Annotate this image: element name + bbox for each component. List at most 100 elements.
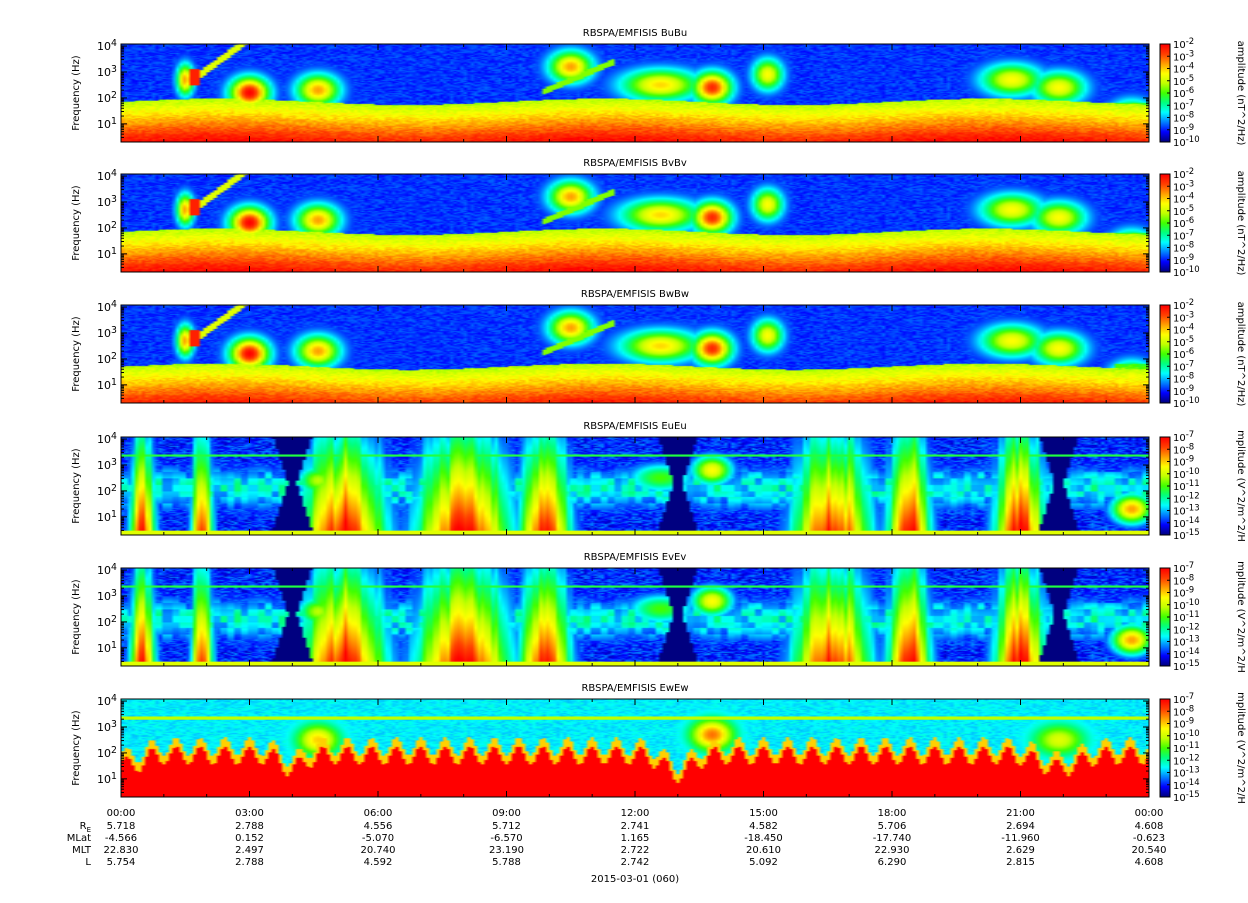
spectrogram-panel-1: RBSPA/EMFISIS BuBu 101 102 103 104 Frequency … (71, 28, 1246, 149)
ephemeris-value: 5.706 (878, 821, 907, 832)
colorbar-tick-label: 10-5 (1173, 204, 1194, 218)
colorbar-tick-label: 10-3 (1173, 49, 1194, 63)
colorbar-tick-label: 10-9 (1173, 253, 1194, 267)
colorbar-tick-label: 10-10 (1173, 135, 1200, 149)
x-tick-label: 00:00 (107, 808, 136, 819)
colorbar-tick-label: 10-6 (1173, 216, 1194, 230)
ephemeris-value: 2.497 (235, 845, 264, 856)
ephemeris-value: 2.629 (1006, 845, 1035, 856)
ephemeris-value: 20.540 (1132, 845, 1167, 856)
colorbar-tick-label: 10-8 (1173, 372, 1194, 386)
ephemeris-value: 2.722 (621, 845, 650, 856)
x-tick-label: 18:00 (878, 808, 907, 819)
y-axis-label: Frequency (Hz) (71, 185, 82, 261)
ephemeris-value: -5.070 (362, 833, 394, 844)
colorbar-tick-label: 10-14 (1173, 778, 1200, 792)
colorbar-tick-label: 10-3 (1173, 310, 1194, 324)
ephemeris-value: 22.930 (875, 845, 910, 856)
spectrogram-panel-5: RBSPA/EMFISIS EvEv 101 102 103 104 Frequency … (71, 552, 1246, 673)
y-tick-label: 101 (97, 116, 117, 131)
colorbar-tick-label: 10-14 (1173, 516, 1200, 530)
ephemeris-value: 2.788 (235, 857, 264, 868)
panel-title: RBSPA/EMFISIS EvEv (584, 552, 687, 563)
colorbar-tick-label: 10-10 (1173, 396, 1200, 410)
ephemeris-value: 5.712 (492, 821, 521, 832)
colorbar-tick-label: 10-15 (1173, 528, 1200, 542)
time-axis: 00:00 03:00 06:00 09:00 12:00 15:00 18:00 21:00… (67, 808, 1167, 885)
y-tick-label: 103 (97, 64, 117, 79)
spectrogram-image (121, 568, 1149, 666)
y-tick-label: 103 (97, 588, 117, 603)
ephemeris-label: MLT (72, 845, 92, 856)
colorbar-tick-label: 10-15 (1173, 790, 1200, 804)
colorbar-tick-label: 10-8 (1173, 241, 1194, 255)
y-tick-label: 101 (97, 640, 117, 655)
y-axis-label: Frequency (Hz) (71, 579, 82, 655)
colorbar-tick-label: 10-13 (1173, 504, 1200, 518)
colorbar-tick-label: 10-14 (1173, 647, 1200, 661)
ephemeris-value: 5.092 (749, 857, 778, 868)
colorbar-tick-label: 10-10 (1173, 265, 1200, 279)
colorbar-tick-label: 10-10 (1173, 467, 1200, 481)
colorbar (1160, 437, 1170, 535)
ephemeris-value: 1.165 (621, 833, 650, 844)
colorbar-tick-label: 10-5 (1173, 335, 1194, 349)
colorbar-tick-label: 10-9 (1173, 586, 1194, 600)
colorbar-tick-label: 10-5 (1173, 74, 1194, 88)
ephemeris-value: -18.450 (744, 833, 783, 844)
colorbar-tick-label: 10-2 (1173, 37, 1194, 51)
ephemeris-value: 2.741 (621, 821, 650, 832)
spectrogram-panel-6: RBSPA/EMFISIS EwEw 101 102 103 104 Frequency … (71, 683, 1246, 804)
panel-title: RBSPA/EMFISIS BvBv (583, 158, 687, 169)
ephemeris-value: 22.830 (104, 845, 139, 856)
colorbar-tick-label: 10-4 (1173, 62, 1194, 76)
ephemeris-value: 2.788 (235, 821, 264, 832)
colorbar-tick-label: 10-8 (1173, 704, 1194, 718)
y-axis-label: Frequency (Hz) (71, 316, 82, 392)
colorbar-tick-label: 10-7 (1173, 228, 1194, 242)
colorbar-tick-label: 10-8 (1173, 111, 1194, 125)
date-label: 2015-03-01 (060) (591, 874, 679, 885)
y-tick-label: 104 (97, 693, 117, 708)
y-axis-label: Frequency (Hz) (71, 55, 82, 131)
colorbar-tick-label: 10-7 (1173, 359, 1194, 373)
colorbar-tick-label: 10-9 (1173, 455, 1194, 469)
colorbar-tick-label: 10-12 (1173, 491, 1200, 505)
ephemeris-value: 23.190 (489, 845, 524, 856)
y-tick-label: 103 (97, 325, 117, 340)
ephemeris-value: 0.152 (235, 833, 264, 844)
colorbar-tick-label: 10-13 (1173, 635, 1200, 649)
colorbar (1160, 568, 1170, 666)
colorbar-tick-label: 10-9 (1173, 717, 1194, 731)
colorbar-label: mplitude (V^2/m^2/H (1235, 561, 1246, 673)
y-tick-label: 102 (97, 483, 117, 498)
colorbar-tick-label: 10-7 (1173, 430, 1194, 444)
x-tick-label: 12:00 (621, 808, 650, 819)
ephemeris-value: 5.718 (107, 821, 136, 832)
colorbar-tick-label: 10-8 (1173, 573, 1194, 587)
spectrogram-panel-2: RBSPA/EMFISIS BvBv 101 102 103 104 Frequency … (71, 158, 1246, 279)
y-tick-label: 103 (97, 194, 117, 209)
y-tick-label: 103 (97, 719, 117, 734)
y-tick-label: 101 (97, 771, 117, 786)
panel-title: RBSPA/EMFISIS BwBw (581, 289, 689, 300)
colorbar-tick-label: 10-10 (1173, 598, 1200, 612)
colorbar-label: mplitude (V^2/m^2/H (1235, 430, 1246, 542)
ephemeris-value: -4.566 (105, 833, 137, 844)
ephemeris-value: 4.556 (364, 821, 393, 832)
y-tick-label: 104 (97, 299, 117, 314)
colorbar-tick-label: 10-4 (1173, 323, 1194, 337)
spectrogram-image (121, 174, 1149, 272)
colorbar-tick-label: 10-9 (1173, 123, 1194, 137)
colorbar-tick-label: 10-13 (1173, 766, 1200, 780)
ephemeris-value: -6.570 (490, 833, 522, 844)
ephemeris-value: 4.608 (1135, 821, 1164, 832)
x-tick-label: 00:00 (1135, 808, 1164, 819)
colorbar (1160, 305, 1170, 403)
y-tick-label: 103 (97, 457, 117, 472)
colorbar-tick-label: 10-6 (1173, 86, 1194, 100)
ephemeris-value: -0.623 (1133, 833, 1165, 844)
y-tick-label: 101 (97, 377, 117, 392)
colorbar-tick-label: 10-9 (1173, 384, 1194, 398)
